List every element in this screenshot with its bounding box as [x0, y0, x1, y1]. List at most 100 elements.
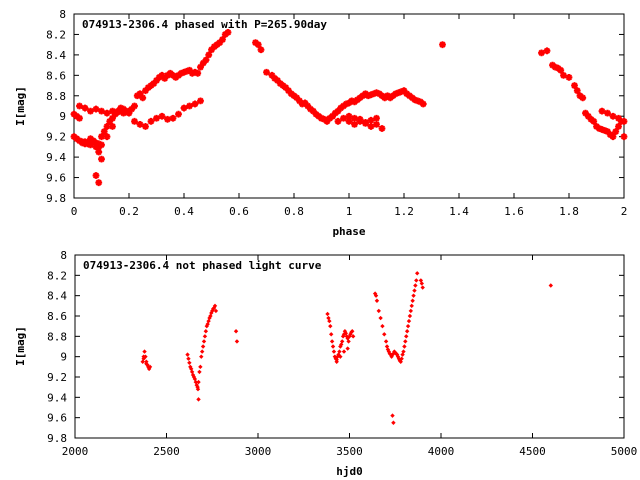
- data-point: [609, 133, 617, 141]
- data-point: [351, 121, 358, 128]
- data-point: [345, 117, 353, 125]
- data-point: [598, 126, 606, 133]
- data-point: [144, 361, 149, 366]
- data-point: [402, 344, 407, 349]
- data-point: [318, 114, 325, 122]
- y-tick-label: 9.8: [46, 192, 66, 205]
- data-point: [120, 105, 127, 113]
- data-point: [412, 288, 417, 293]
- data-point: [199, 59, 207, 67]
- x-tick-label: 0.2: [119, 205, 139, 218]
- y-tick-label: 9.6: [47, 412, 67, 425]
- data-point: [337, 349, 342, 354]
- data-point: [598, 107, 606, 115]
- data-point: [191, 100, 199, 108]
- data-point: [331, 349, 337, 354]
- data-point: [584, 112, 592, 120]
- data-point: [98, 107, 105, 115]
- x-axis-title: phase: [332, 225, 365, 238]
- y-tick-label: 9: [59, 110, 66, 123]
- y-tick-label: 9.2: [47, 371, 67, 384]
- data-point: [560, 71, 567, 79]
- data-point: [439, 41, 446, 49]
- data-point: [153, 77, 160, 84]
- data-point: [234, 339, 240, 344]
- data-point: [334, 117, 342, 125]
- data-point: [164, 115, 171, 123]
- data-point: [103, 109, 111, 117]
- data-point: [329, 339, 335, 344]
- y-tick-label: 9.2: [46, 131, 66, 144]
- unphased-light-curve-panel: 2000 2500 3000 3500 4000 4500 5000 8 8.2 8.4 8.6 8.…: [14, 249, 637, 478]
- data-point: [415, 271, 420, 276]
- x-tick-label: 5000: [611, 445, 638, 458]
- data-point: [620, 117, 628, 125]
- y-tick-label: 8.6: [47, 310, 67, 323]
- data-point: [180, 104, 188, 112]
- data-point: [340, 114, 347, 122]
- data-point: [323, 116, 331, 124]
- y-axis-title: I[mag]: [14, 86, 27, 126]
- data-point: [103, 123, 111, 130]
- data-point: [109, 107, 116, 115]
- data-point: [571, 82, 578, 89]
- x-axis-title: hjd0: [336, 465, 363, 478]
- x-tick-label: 1.2: [394, 205, 414, 218]
- data-point: [216, 39, 224, 47]
- data-point: [208, 46, 215, 54]
- data-point: [257, 46, 265, 54]
- data-point: [177, 69, 185, 77]
- data-point: [346, 339, 351, 344]
- data-point: [202, 334, 208, 339]
- x-tick-label: 1.4: [449, 205, 469, 218]
- data-point: [309, 107, 317, 115]
- y-tick-label: 8.4: [46, 49, 66, 62]
- data-point: [206, 318, 211, 324]
- data-point: [194, 69, 202, 77]
- data-point: [551, 63, 559, 71]
- data-point: [254, 41, 262, 49]
- data-point: [103, 133, 111, 141]
- y-tick-label: 8.2: [47, 269, 67, 282]
- x-tick-label: 2500: [153, 445, 180, 458]
- data-point: [175, 110, 182, 118]
- data-point: [392, 90, 400, 98]
- data-point: [411, 96, 419, 104]
- data-point: [139, 94, 147, 102]
- y-tick-label: 8: [60, 249, 67, 262]
- data-point: [390, 413, 395, 418]
- data-point: [187, 360, 192, 365]
- data-point: [95, 148, 103, 156]
- data-point: [373, 293, 379, 298]
- data-point: [351, 114, 358, 122]
- data-point: [195, 387, 201, 392]
- data-point: [224, 29, 232, 36]
- data-point: [213, 308, 219, 314]
- y-tick-label: 9: [60, 351, 67, 364]
- data-point: [573, 87, 581, 95]
- data-point: [233, 329, 239, 334]
- data-point: [268, 71, 276, 79]
- data-point: [595, 125, 603, 132]
- data-point: [158, 71, 166, 79]
- data-point: [128, 105, 136, 113]
- data-point: [356, 117, 364, 125]
- data-point: [186, 102, 193, 110]
- data-point: [161, 75, 169, 82]
- data-point: [201, 339, 207, 344]
- data-point: [191, 68, 199, 76]
- data-point: [543, 47, 551, 55]
- data-point: [382, 332, 387, 337]
- data-point: [612, 128, 620, 135]
- data-point: [87, 141, 94, 149]
- data-point: [401, 349, 406, 354]
- data-point: [293, 94, 301, 102]
- data-point: [348, 97, 356, 105]
- data-point: [186, 356, 191, 361]
- data-point: [95, 179, 103, 187]
- data-point: [408, 308, 414, 314]
- data-point: [403, 339, 408, 344]
- data-point: [409, 303, 414, 309]
- data-point: [373, 121, 380, 128]
- data-point: [327, 318, 332, 324]
